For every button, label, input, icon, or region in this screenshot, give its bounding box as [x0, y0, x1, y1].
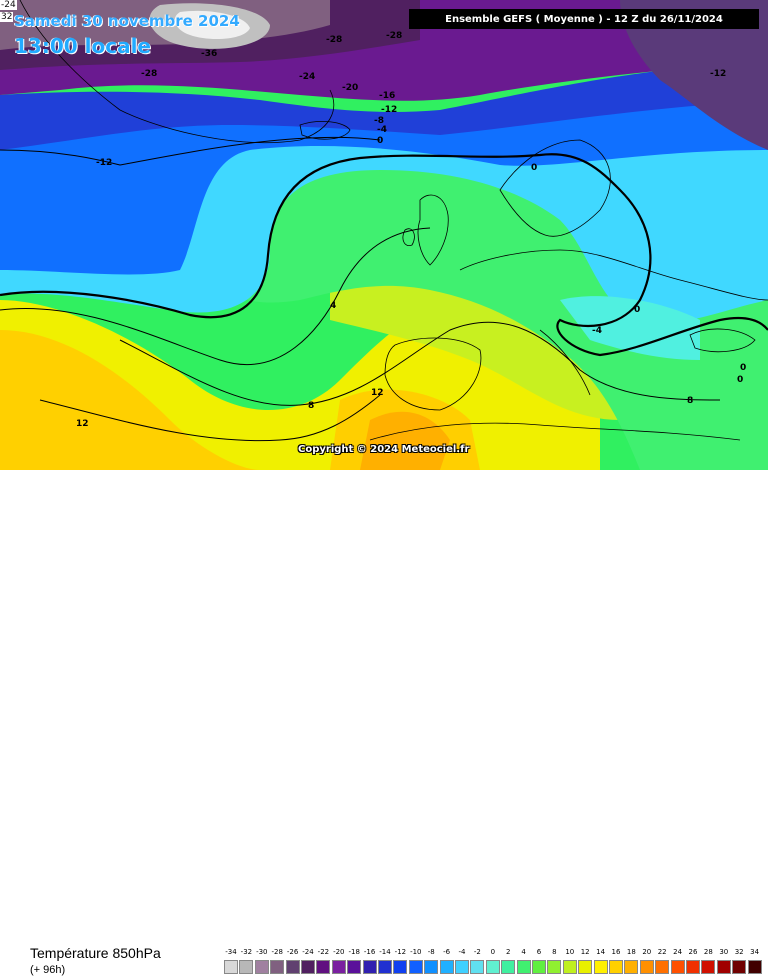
- scale-swatch: [393, 960, 408, 974]
- contour-label: -24: [299, 72, 316, 82]
- map-fields: [0, 0, 768, 470]
- contour-label: 0: [377, 136, 384, 146]
- contour-label: -4: [377, 125, 387, 135]
- contour-label: -20: [342, 83, 359, 93]
- model-run-banner: Ensemble GEFS ( Moyenne ) - 12 Z du 26/1…: [409, 9, 759, 29]
- scale-swatch: [547, 960, 562, 974]
- scale-swatch: [501, 960, 516, 974]
- field-white: [174, 10, 250, 40]
- color-scale: -34 -32 -30 -28 -26 -24 -22 -20 -18 -16 -14 -12 -10-…: [224, 948, 762, 978]
- scale-swatch: [439, 960, 454, 974]
- scale-swatch: [362, 960, 377, 974]
- field-warm-orange: [360, 411, 450, 470]
- lead-time: (+ 96h): [30, 964, 66, 976]
- scale-swatch: [378, 960, 392, 974]
- field-warm-gold: [0, 330, 260, 470]
- field-blue: [0, 80, 768, 275]
- contour-label: 12: [76, 419, 89, 429]
- contour-label: -28: [386, 31, 403, 41]
- scale-swatch: [732, 960, 747, 974]
- coast-africa: [369, 422, 741, 441]
- contour-label: 0: [737, 375, 744, 385]
- isotherm-4: [0, 227, 431, 366]
- scale-swatch: [424, 960, 439, 974]
- scale-swatch: [593, 960, 608, 974]
- scale-swatch: [639, 960, 654, 974]
- scale-swatch: [562, 960, 577, 974]
- contour-label: -4: [592, 326, 602, 336]
- contour-label: 12: [371, 388, 384, 398]
- scale-swatch: [516, 960, 531, 974]
- scale-swatch: [316, 960, 331, 974]
- contour-label: 0: [740, 363, 747, 373]
- scale-swatch: [655, 960, 670, 974]
- isotherm-8: [119, 321, 721, 406]
- isotherm-12: [39, 394, 381, 442]
- scale-swatch: [532, 960, 546, 974]
- coast-british-isles: [402, 194, 449, 266]
- scale-swatch: [578, 960, 593, 974]
- scale-swatch: [239, 960, 254, 974]
- coast-iceland: [299, 120, 351, 140]
- temperature-map: -24 32 Samedi 30 novembre 2024 13:00 loc…: [0, 0, 768, 470]
- coastlines: [19, 0, 768, 441]
- forecast-time: 13:00 locale: [14, 34, 151, 58]
- scale-swatch: [224, 960, 238, 974]
- contour-label: -28: [326, 35, 343, 45]
- scale-swatch: [285, 960, 300, 974]
- scale-swatch: [609, 960, 623, 974]
- contour-label: 0: [531, 163, 538, 173]
- contour-label: -16: [379, 91, 396, 101]
- scale-swatch: [716, 960, 731, 974]
- scale-swatch: [270, 960, 285, 974]
- field-dark-east: [620, 0, 768, 150]
- isotherm-zero: [0, 153, 768, 357]
- contour-label: -12: [381, 105, 398, 115]
- contour-label: 8: [687, 396, 694, 406]
- coast-greenland: [19, 0, 335, 143]
- scale-swatch: [254, 960, 269, 974]
- scale-swatch: [331, 960, 346, 974]
- coast-europe: [459, 249, 768, 301]
- copyright-notice: Copyright © 2024 Meteociel.fr: [298, 444, 470, 455]
- scale-swatch: [347, 960, 362, 974]
- field-light-cyan: [560, 296, 700, 360]
- scale-swatch: [485, 960, 500, 974]
- scale-swatch: [408, 960, 423, 974]
- contour-label: 0: [634, 305, 641, 315]
- coast-scandinavia: [499, 139, 611, 237]
- scale-swatch: [624, 960, 639, 974]
- legend-footer: Température 850hPa (+ 96h) -34 -32 -30 -28-…: [0, 470, 768, 976]
- contour-label: -12: [710, 69, 727, 79]
- coast-iberia: [384, 337, 482, 411]
- coast-black-sea: [689, 328, 756, 353]
- scale-tick-label: 34: [750, 948, 760, 956]
- contour-label: -28: [141, 69, 158, 79]
- scale-swatch: [686, 960, 700, 974]
- scale-swatch: [470, 960, 485, 974]
- contour-label: 8: [308, 401, 315, 411]
- scale-swatch: [301, 960, 315, 974]
- coast-italy: [539, 329, 591, 396]
- parameter-title: Température 850hPa: [30, 945, 161, 961]
- scale-swatch: [455, 960, 469, 974]
- scale-swatch: [747, 960, 762, 974]
- forecast-date: Samedi 30 novembre 2024: [14, 12, 240, 30]
- scale-swatch: [701, 960, 716, 974]
- contour-label: 4: [330, 301, 337, 311]
- corner-value-bottom: 32: [0, 12, 14, 22]
- scale-swatch: [670, 960, 685, 974]
- contour-label: -36: [201, 49, 218, 59]
- corner-value-top: -24: [0, 0, 17, 10]
- contour-label: -8: [374, 116, 384, 126]
- contour-label: -12: [96, 158, 113, 168]
